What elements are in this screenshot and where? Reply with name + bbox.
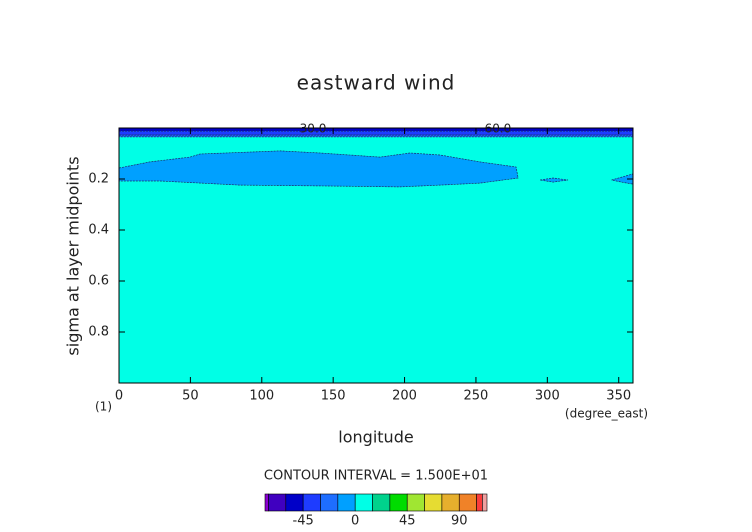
- contour-region: [611, 173, 634, 185]
- colorbar-box: [302, 493, 321, 512]
- colorbar-box: [285, 493, 304, 512]
- colorbar-box: [476, 493, 483, 512]
- colorbar-box: [372, 493, 391, 512]
- colorbar-box: [268, 493, 287, 512]
- colorbar-tick-label: 0: [351, 514, 359, 529]
- y-tick-label: 0.2: [88, 172, 109, 187]
- colorbar-tick-label: 45: [399, 514, 416, 529]
- colorbar-box: [482, 493, 488, 512]
- contour-region: [118, 130, 634, 136]
- contour-region: [118, 150, 519, 188]
- colorbar-tick-label: -45: [293, 514, 314, 529]
- y-tick-label: 0.4: [88, 223, 109, 238]
- y-tick-label: 0.6: [88, 274, 109, 289]
- contour-region: [540, 177, 569, 183]
- colorbar-box: [354, 493, 373, 512]
- plot-frame: [118, 127, 634, 384]
- x-tick-label: 100: [249, 389, 274, 404]
- colorbar-tick-label: 90: [451, 514, 468, 529]
- colorbar-box: [458, 493, 477, 512]
- colorbar-box: [406, 493, 425, 512]
- x-tick-label: 250: [464, 389, 489, 404]
- colorbar-box: [337, 493, 356, 512]
- y-tick-label: 0.8: [88, 325, 109, 340]
- colorbar-box: [389, 493, 408, 512]
- y-axis-label: sigma at layer midpoints: [64, 156, 83, 355]
- y-units: (1): [95, 400, 112, 414]
- chart-title: eastward wind: [297, 71, 456, 95]
- colorbar-box: [441, 493, 460, 512]
- x-tick-label: 200: [392, 389, 417, 404]
- x-tick-label: 300: [535, 389, 560, 404]
- contour-interval: CONTOUR INTERVAL = 1.500E+01: [264, 469, 488, 484]
- x-tick-label: 50: [182, 389, 199, 404]
- colorbar-box: [264, 493, 269, 512]
- contour-region: [118, 134, 634, 138]
- x-axis-label: longitude: [338, 428, 413, 447]
- colorbar-box: [424, 493, 443, 512]
- x-tick-label: 350: [606, 389, 631, 404]
- x-units: (degree_east): [565, 407, 648, 421]
- x-tick-label: 150: [321, 389, 346, 404]
- colorbar-box: [320, 493, 339, 512]
- x-tick-label: 0: [115, 389, 123, 404]
